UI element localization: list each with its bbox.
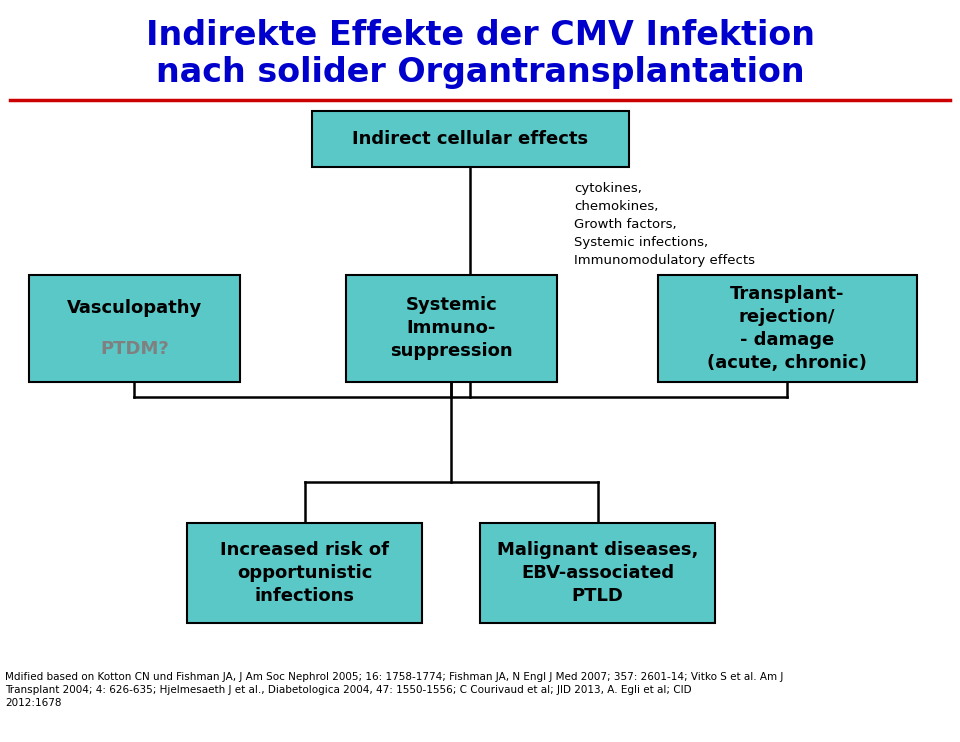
Text: Indirekte Effekte der CMV Infektion: Indirekte Effekte der CMV Infektion [146,19,814,51]
FancyBboxPatch shape [658,275,917,382]
Text: Vasculopathy: Vasculopathy [67,298,202,317]
FancyBboxPatch shape [346,275,557,382]
FancyBboxPatch shape [312,111,629,167]
Text: Mdified based on Kotton CN und Fishman JA, J Am Soc Nephrol 2005; 16: 1758-1774;: Mdified based on Kotton CN und Fishman J… [5,672,783,708]
Text: Systemic
Immuno-
suppression: Systemic Immuno- suppression [390,297,513,360]
FancyBboxPatch shape [187,523,422,623]
Text: Increased risk of
opportunistic
infections: Increased risk of opportunistic infectio… [220,542,390,605]
Text: Transplant-
rejection/
- damage
(acute, chronic): Transplant- rejection/ - damage (acute, … [708,285,867,372]
FancyBboxPatch shape [480,523,715,623]
Text: Indirect cellular effects: Indirect cellular effects [352,130,588,148]
FancyBboxPatch shape [29,275,240,382]
Text: cytokines,
chemokines,
Growth factors,
Systemic infections,
Immunomodulatory eff: cytokines, chemokines, Growth factors, S… [574,182,756,267]
Text: nach solider Organtransplantation: nach solider Organtransplantation [156,56,804,88]
Text: PTDM?: PTDM? [100,340,169,358]
Text: Malignant diseases,
EBV-associated
PTLD: Malignant diseases, EBV-associated PTLD [497,542,698,605]
